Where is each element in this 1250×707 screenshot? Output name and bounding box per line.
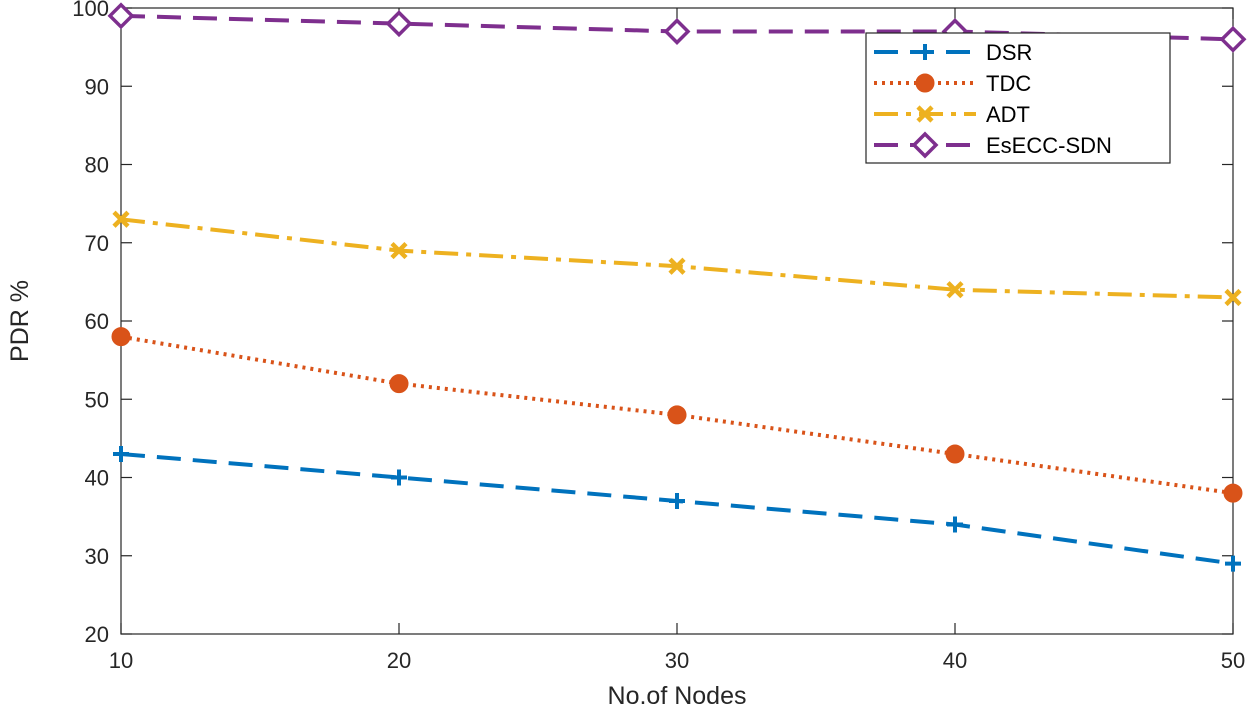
series-line [120, 217, 1234, 300]
data-point [947, 516, 963, 533]
legend-label: EsECC-SDN [986, 133, 1112, 158]
data-point [663, 18, 691, 45]
data-point [391, 469, 407, 486]
y-tick-label: 40 [85, 466, 109, 491]
y-tick-label: 50 [85, 387, 109, 412]
data-point [946, 281, 964, 299]
y-axis-title: PDR % [6, 280, 34, 362]
data-point [1223, 483, 1243, 503]
x-axis-title: No.of Nodes [608, 682, 747, 707]
data-point [113, 446, 129, 463]
legend-marker [911, 131, 939, 159]
data-point [390, 241, 408, 260]
x-tick-label: 10 [109, 648, 133, 673]
x-tick-label: 20 [387, 648, 411, 673]
legend-label: TDC [986, 71, 1031, 96]
series-adt [112, 210, 1242, 307]
legend-entry: TDC [874, 71, 1031, 96]
data-point [945, 444, 965, 464]
y-tick-label: 60 [85, 309, 109, 334]
legend-entry: EsECC-SDN [874, 131, 1112, 159]
data-point [668, 257, 686, 275]
legend-marker [915, 73, 935, 93]
series-dsr [113, 446, 1241, 572]
legend-label: ADT [986, 102, 1030, 127]
data-point [112, 210, 130, 228]
series-layer [107, 2, 1247, 572]
data-point [107, 2, 135, 30]
series-tdc [111, 327, 1243, 503]
data-point [667, 405, 687, 425]
legend-label: DSR [986, 40, 1032, 65]
y-tick-label: 30 [85, 544, 109, 569]
legend-marker [917, 44, 933, 60]
legend-box [865, 32, 1171, 164]
y-tick-label: 90 [85, 74, 109, 99]
data-point [669, 492, 685, 509]
data-point [1225, 555, 1241, 572]
data-point [1219, 25, 1247, 53]
legend-entry: DSR [874, 40, 1032, 65]
legend-marker [916, 105, 934, 123]
y-tick-label: 70 [85, 231, 109, 256]
legend: DSR TDC ADT EsECC-SDN [865, 32, 1171, 164]
y-tick-label: 20 [85, 622, 109, 647]
x-tick-label: 50 [1221, 648, 1245, 673]
data-point [111, 327, 131, 347]
y-tick-label: 100 [72, 0, 109, 21]
data-point [385, 10, 413, 38]
x-tick-label: 30 [665, 648, 689, 673]
x-tick-label: 40 [943, 648, 967, 673]
legend-entry: ADT [874, 102, 1030, 127]
data-point [389, 374, 409, 394]
y-tick-label: 80 [85, 153, 109, 178]
data-point [1224, 288, 1242, 307]
